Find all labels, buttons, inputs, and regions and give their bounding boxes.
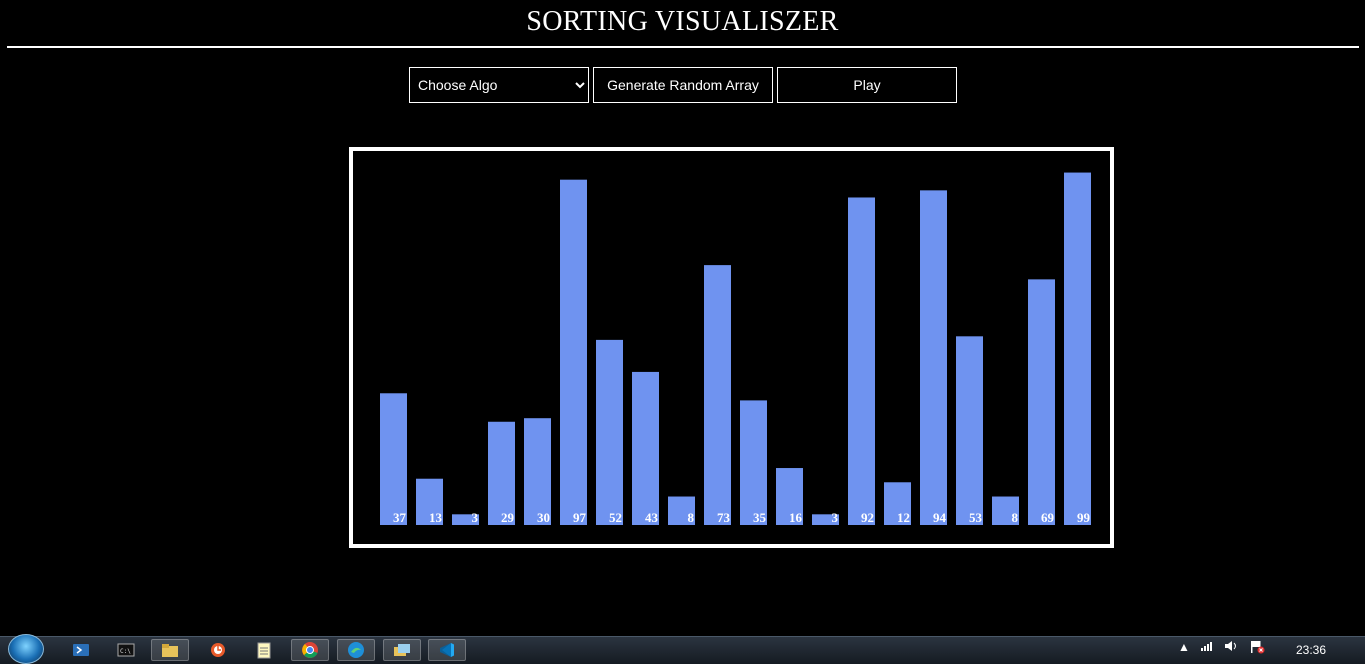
show-hidden-icon[interactable]: ▲ <box>1178 640 1190 654</box>
bar-15 <box>920 190 947 525</box>
bar-value-label-14: 12 <box>897 510 910 525</box>
bar-value-label-15: 94 <box>933 510 947 525</box>
folders-icon[interactable] <box>383 639 421 661</box>
bar-value-label-11: 16 <box>789 510 803 525</box>
clock: 23:36 <box>1296 643 1326 657</box>
bar-6 <box>596 340 623 525</box>
bar-0 <box>380 393 407 525</box>
generate-random-array-button[interactable]: Generate Random Array <box>593 67 773 103</box>
bar-value-label-12: 3 <box>832 510 839 525</box>
bar-value-label-1: 13 <box>429 510 443 525</box>
start-orb-icon[interactable] <box>8 634 44 664</box>
bar-7 <box>632 372 659 525</box>
bar-13 <box>848 197 875 525</box>
bar-value-label-5: 97 <box>573 510 587 525</box>
bar-value-label-16: 53 <box>969 510 983 525</box>
flag-icon[interactable] <box>1249 640 1265 657</box>
network-icon[interactable] <box>1200 640 1214 655</box>
bar-value-label-18: 69 <box>1041 510 1055 525</box>
bar-16 <box>956 336 983 525</box>
algorithm-select[interactable]: Choose Algo <box>409 67 589 103</box>
play-button[interactable]: Play <box>777 67 957 103</box>
page-title: SORTING VISUALISZER <box>0 6 1365 38</box>
bar-value-label-10: 35 <box>753 510 767 525</box>
svg-text:C:\: C:\ <box>120 648 131 655</box>
app-icon[interactable] <box>199 639 237 661</box>
bar-value-label-9: 73 <box>717 510 731 525</box>
bar-18 <box>1028 279 1055 525</box>
notepad-icon[interactable] <box>245 639 283 661</box>
cmd-icon[interactable]: C:\ <box>107 639 145 661</box>
bar-19 <box>1064 173 1091 525</box>
volume-icon[interactable] <box>1224 640 1240 655</box>
bar-value-label-3: 29 <box>501 510 515 525</box>
bar-value-label-4: 30 <box>537 510 550 525</box>
title-divider <box>7 46 1359 48</box>
bar-value-label-17: 8 <box>1012 510 1019 525</box>
edge-icon[interactable] <box>337 639 375 661</box>
bar-value-label-2: 3 <box>472 510 479 525</box>
bar-4 <box>524 418 551 525</box>
bar-value-label-13: 92 <box>861 510 874 525</box>
bar-value-label-0: 37 <box>393 510 407 525</box>
controls-bar: Choose Algo Generate Random Array Play <box>409 67 957 103</box>
file-explorer-icon[interactable] <box>151 639 189 661</box>
bar-10 <box>740 400 767 525</box>
bar-value-label-6: 52 <box>609 510 622 525</box>
bar-value-label-8: 8 <box>688 510 695 525</box>
bar-9 <box>704 265 731 525</box>
bar-value-label-19: 99 <box>1077 510 1091 525</box>
chrome-icon[interactable] <box>291 639 329 661</box>
vscode-icon[interactable] <box>428 639 466 661</box>
bar-visualization-frame: 37 13 3 29 30 97 52 43 8 73 35 16 3 92 12 94 53 8 69 99 <box>349 147 1114 548</box>
bar-5 <box>560 180 587 525</box>
bar-chart: 37 13 3 29 30 97 52 43 8 73 35 16 3 92 12 94 53 8 69 99 <box>353 151 1110 544</box>
powershell-icon[interactable] <box>62 639 100 661</box>
bar-value-label-7: 43 <box>645 510 659 525</box>
